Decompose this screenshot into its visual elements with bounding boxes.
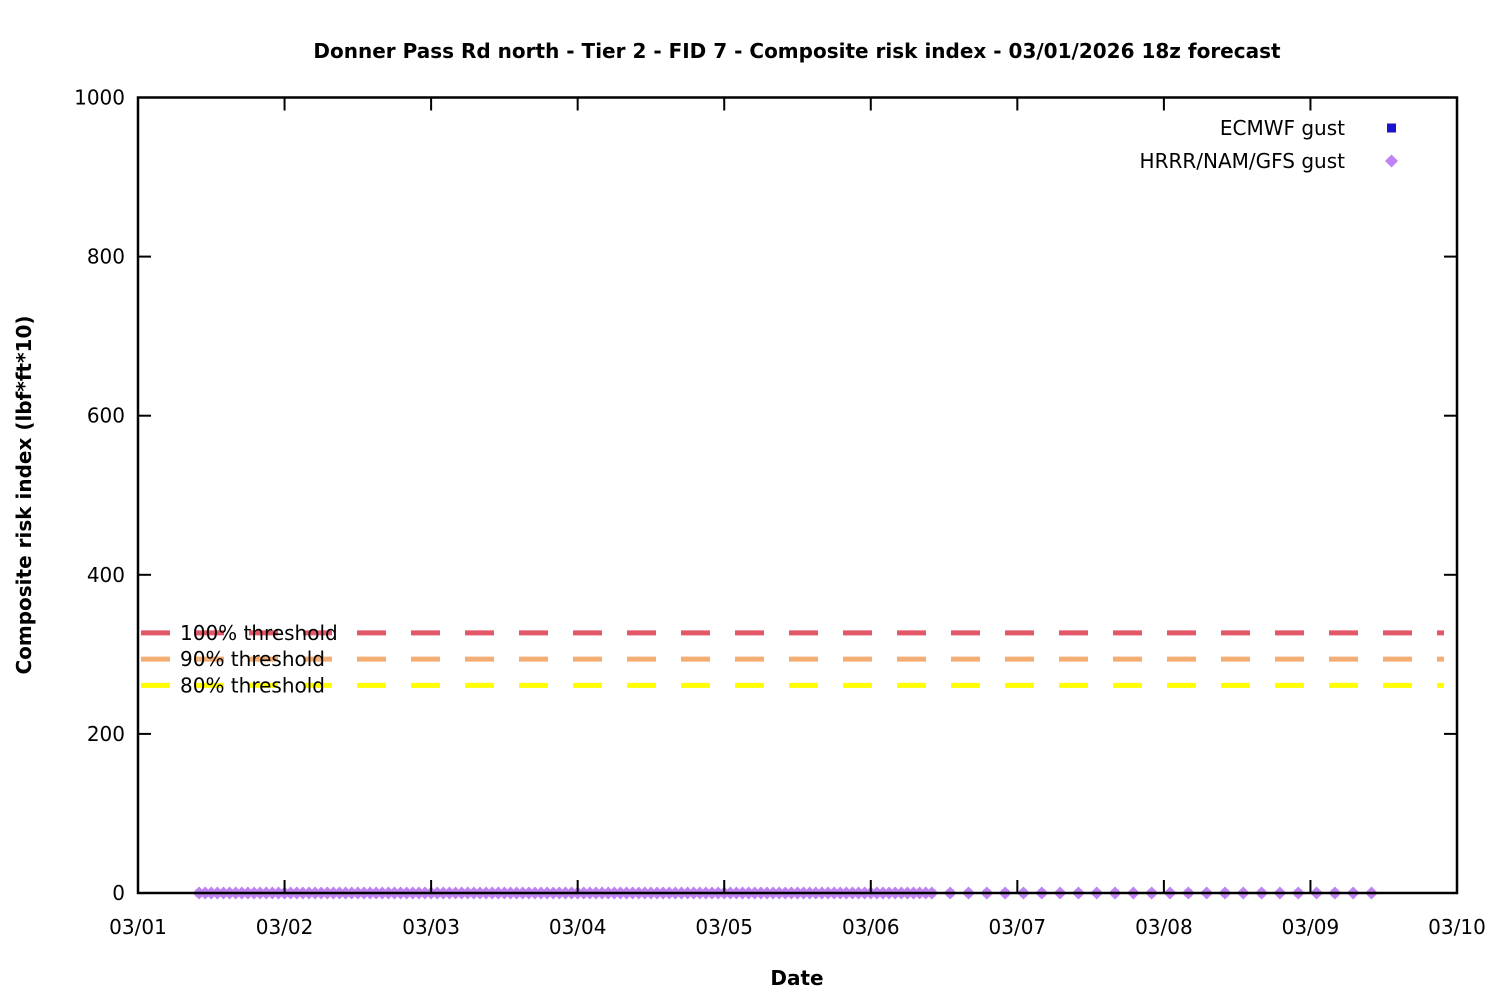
plot-border (136, 96, 1459, 895)
x-tick-label: 03/02 (256, 915, 314, 939)
y-tick-label: 0 (112, 881, 125, 905)
x-tick-label: 03/10 (1428, 915, 1486, 939)
x-tick-label: 03/01 (109, 915, 167, 939)
y-tick-label: 600 (87, 404, 125, 428)
y-tick-label: 1000 (74, 86, 125, 110)
y-tick-label: 800 (87, 245, 125, 269)
legend: ECMWF gust HRRR/NAM/GFS gust (1140, 116, 1398, 173)
y-tick-label: 400 (87, 563, 125, 587)
y-tick-label: 200 (87, 722, 125, 746)
x-tick-label: 03/08 (1135, 915, 1193, 939)
y-axis-label: Composite risk index (lbf*ft*10) (12, 315, 36, 674)
x-axis-label: Date (770, 966, 823, 990)
threshold-label-90: 90% threshold (180, 647, 325, 671)
x-tick-label: 03/04 (549, 915, 607, 939)
x-tick-label: 03/09 (1282, 915, 1340, 939)
threshold-lines (141, 630, 1444, 688)
chart-title: Donner Pass Rd north - Tier 2 - FID 7 - … (313, 39, 1281, 63)
threshold-label-80: 80% threshold (180, 673, 325, 697)
legend-label-hrrr-nam-gfs-gust: HRRR/NAM/GFS gust (1140, 149, 1346, 173)
x-tick-label: 03/06 (842, 915, 900, 939)
x-tick-label: 03/07 (989, 915, 1047, 939)
legend-marker-square-icon (1387, 123, 1396, 133)
threshold-label-100: 100% threshold (180, 621, 338, 645)
legend-marker-diamond-icon (1385, 154, 1398, 168)
tick-labels: 03/01 03/02 03/03 03/04 03/05 03/06 03/07 03/08… (74, 86, 1486, 940)
plot-border-and-ticks (136, 96, 1459, 895)
x-tick-label: 03/03 (402, 915, 460, 939)
x-tick-label: 03/05 (695, 915, 753, 939)
legend-label-ecmwf-gust: ECMWF gust (1220, 116, 1345, 140)
